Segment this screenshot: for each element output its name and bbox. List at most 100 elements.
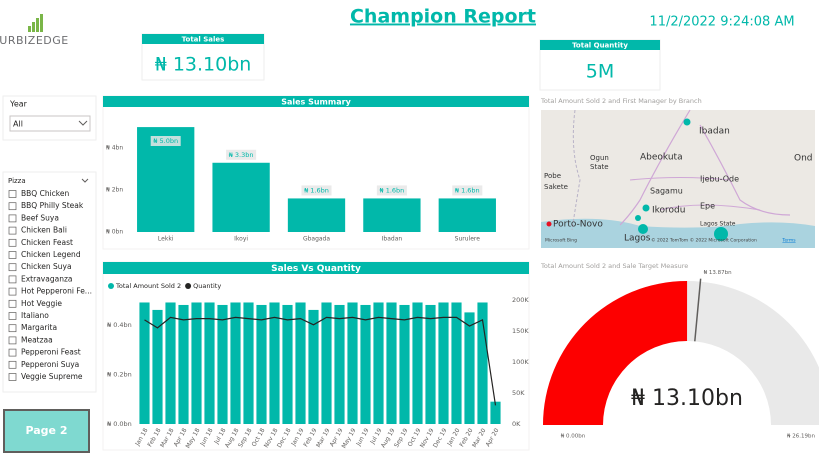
x-tick-label: Ibadan — [382, 236, 403, 243]
checkbox[interactable] — [8, 251, 17, 259]
visual-header — [103, 262, 529, 274]
bar — [191, 302, 202, 424]
map-terms[interactable]: Terms — [781, 238, 796, 244]
visual-title: Sales Vs Quantity — [271, 264, 361, 274]
slicer-item: Italiano — [21, 311, 49, 320]
border — [571, 109, 581, 231]
bar — [204, 302, 215, 424]
checkbox[interactable] — [8, 275, 17, 284]
checkbox[interactable] — [8, 373, 17, 381]
checkbox[interactable] — [8, 238, 17, 247]
slicer-item: Chicken Suya — [21, 262, 72, 271]
slicer-item: BBQ Chicken — [21, 189, 69, 198]
chevron — [78, 120, 88, 126]
road — [659, 204, 761, 211]
y-tick-label: ₦ 2bn — [106, 187, 123, 194]
map-label: Lagos State — [700, 221, 736, 228]
slicer-item: Pepperoni Suya — [21, 360, 79, 369]
slicer-item: BBQ Philly Steak — [21, 201, 84, 210]
gauge-value-label: ₦ 13.10bn — [631, 386, 743, 411]
bar — [438, 198, 496, 232]
checkbox[interactable] — [8, 190, 17, 198]
map — [541, 109, 815, 248]
map-label: Lagos — [624, 234, 651, 244]
legend-label: Total Amount Sold 2 — [115, 282, 181, 290]
checkbox[interactable] — [8, 202, 17, 211]
checkbox[interactable] — [8, 299, 17, 308]
gauge-target-label: ₦ 13.87bn — [704, 270, 732, 276]
bar — [425, 304, 436, 424]
slicer-title: Year — [9, 100, 28, 109]
x-tick-label: Gbagada — [303, 236, 330, 243]
map-provider: Microsoft Bing — [545, 238, 577, 244]
map-bubble — [642, 204, 650, 212]
checkbox[interactable] — [8, 263, 17, 272]
bar — [477, 302, 488, 424]
y-tick-label: ₦ 0.2bn — [107, 370, 132, 378]
dropdown[interactable] — [9, 115, 91, 132]
map-bubble — [683, 118, 691, 126]
checkbox[interactable] — [8, 324, 17, 333]
map-bubble — [635, 215, 641, 221]
bar — [295, 302, 306, 424]
button-label: Page 2 — [25, 424, 67, 437]
map-bubble — [714, 227, 728, 241]
slicer-item: Meatzaa — [21, 335, 53, 344]
checkbox[interactable] — [8, 348, 17, 357]
map-label: Ond — [794, 154, 813, 164]
checkbox[interactable] — [8, 360, 17, 369]
slicer-item: Chicken Bali — [21, 226, 67, 235]
pizza-slicer — [2, 171, 97, 393]
map-label: Pobe — [544, 172, 561, 180]
map-title: Total Amount Sold 2 and First Manager by… — [540, 97, 702, 105]
bar — [230, 302, 241, 424]
data-label: ₦ 3.3bn — [229, 151, 254, 159]
map-label: Ikorodu — [652, 206, 685, 216]
bar — [287, 198, 346, 232]
bar — [139, 302, 150, 424]
checkbox[interactable] — [8, 214, 17, 223]
bar — [308, 309, 319, 424]
checkbox[interactable] — [8, 226, 17, 235]
legend-marker — [108, 283, 114, 289]
slicer-item: Hot Pepperoni Fe... — [21, 287, 92, 296]
data-label: ₦ 1.6bn — [455, 186, 480, 194]
data-label: ₦ 1.6bn — [304, 186, 329, 194]
bar — [165, 302, 176, 424]
logo-text: URBIZEDGE — [0, 34, 69, 47]
visual-header — [103, 96, 529, 107]
bar — [464, 312, 475, 424]
y-tick-label: ₦ 4bn — [106, 145, 123, 152]
bar — [334, 304, 345, 424]
slicer-title: Pizza — [8, 177, 26, 185]
checkbox[interactable] — [8, 287, 17, 296]
gauge-target — [694, 278, 702, 342]
card-title: Total Sales — [182, 36, 225, 44]
data-label-bg — [452, 185, 483, 196]
map-attribution: © 2022 TomTom © 2022 Microsoft Corporati… — [651, 237, 757, 244]
data-label: ₦ 1.6bn — [380, 186, 405, 194]
line — [144, 316, 497, 406]
bar — [269, 302, 280, 424]
bar — [490, 401, 501, 424]
x-tick-label: Surulere — [455, 236, 481, 243]
dropdown-value: All — [13, 120, 23, 129]
legend-label: Quantity — [193, 282, 221, 290]
checkbox[interactable] — [8, 336, 17, 345]
map-bubble — [638, 224, 648, 234]
y2-tick-label: 200K — [512, 296, 529, 304]
x-tick-label: Ikoyi — [234, 236, 248, 243]
y-tick-label: ₦ 0.4bn — [107, 321, 132, 329]
bar — [282, 304, 293, 424]
report-title: Champion Report — [350, 6, 536, 28]
card-header — [540, 40, 660, 50]
bar — [438, 302, 449, 424]
card-value: ₦ 13.10bn — [155, 54, 252, 76]
page-button[interactable] — [3, 409, 90, 453]
checkbox[interactable] — [8, 312, 17, 320]
x-tick-label: Lekki — [158, 236, 174, 243]
slicer-item: Hot Veggie — [21, 299, 62, 308]
map-label: Ibadan — [699, 127, 730, 137]
legend-marker — [185, 283, 192, 289]
